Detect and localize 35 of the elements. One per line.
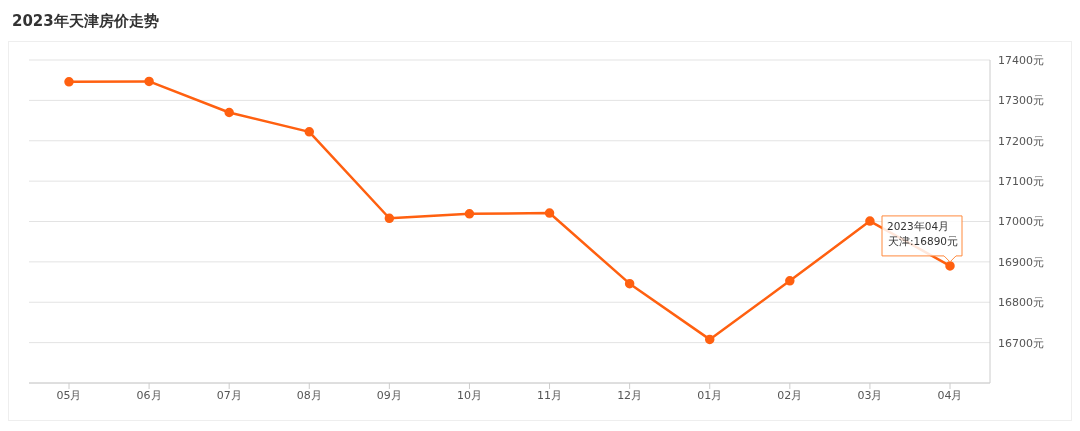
x-tick-label: 06月 xyxy=(136,388,162,402)
y-tick-label: 17000元 xyxy=(998,215,1044,229)
point xyxy=(64,77,74,87)
point xyxy=(224,107,234,118)
x-tick-label: 04月 xyxy=(937,388,963,402)
x-tick-label: 10月 xyxy=(456,388,482,402)
point xyxy=(144,76,154,87)
y-tick-label: 17100元 xyxy=(998,175,1044,189)
y-tick-label: 17300元 xyxy=(998,94,1044,108)
point xyxy=(384,213,395,224)
annotation: 2023年04月 xyxy=(887,219,950,232)
point xyxy=(624,278,635,289)
point xyxy=(544,208,555,218)
x-tick-label: 11月 xyxy=(537,388,563,402)
x-tick-label: 01月 xyxy=(697,388,723,402)
point xyxy=(865,216,875,226)
y-tick-label: 16900元 xyxy=(998,255,1044,269)
x-tick-label: 03月 xyxy=(857,388,883,402)
x-tick-label: 12月 xyxy=(617,388,643,402)
x-tick-label: 07月 xyxy=(216,388,242,402)
annotation: 天津:16890元 xyxy=(888,234,958,247)
point xyxy=(945,261,955,271)
y-tick-label: 16700元 xyxy=(998,336,1044,350)
y-tick-label: 16800元 xyxy=(998,296,1044,310)
x-tick-label: 09月 xyxy=(376,388,402,402)
point xyxy=(464,209,475,219)
y-tick-label: 17400元 xyxy=(998,53,1044,67)
y-tick-label: 17200元 xyxy=(998,134,1044,148)
point xyxy=(785,276,795,286)
x-tick-label: 05月 xyxy=(56,388,82,402)
x-tick-label: 02月 xyxy=(777,388,803,402)
x-tick-label: 08月 xyxy=(296,388,322,402)
point xyxy=(304,127,315,137)
chart-title: 2023年天津房价走势 xyxy=(11,11,160,32)
point xyxy=(704,334,715,345)
